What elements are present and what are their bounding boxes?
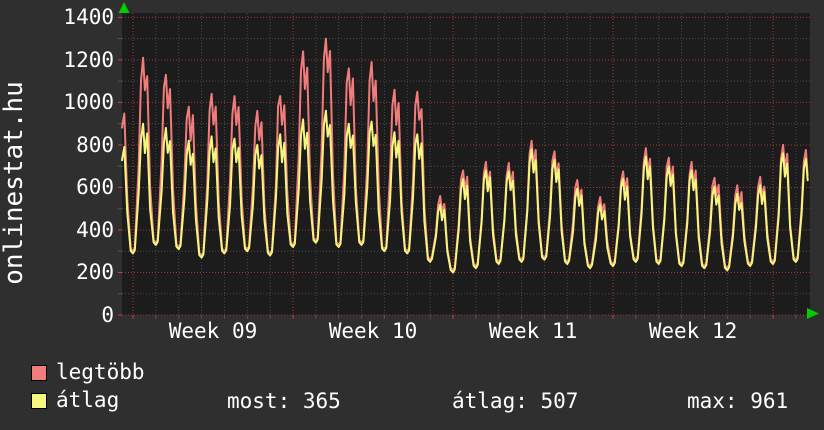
x-axis-arrow-icon (807, 308, 819, 319)
legend-label: átlag (56, 388, 120, 412)
chart-graphics (118, 13, 810, 319)
x-tick-label: Week 10 (328, 319, 418, 343)
stat-atlag: átlag: 507 (452, 389, 578, 413)
plot-area (122, 13, 810, 315)
y-tick-label: 1000 (63, 90, 114, 115)
legend-label: legtöbb (56, 360, 145, 384)
x-tick-label: Week 09 (168, 319, 258, 343)
stat-most: most: 365 (227, 389, 341, 413)
x-tick-label: Week 12 (648, 319, 738, 343)
y-tick-label: 600 (76, 175, 114, 200)
atlag-swatch-icon (31, 393, 47, 409)
y-tick-label: 1200 (63, 47, 114, 72)
stat-label: most: (227, 389, 291, 413)
series-line-atlag (121, 109, 809, 274)
stat-value: 961 (750, 389, 789, 413)
y-tick-label: 1400 (63, 5, 114, 30)
stat-value: 365 (302, 389, 341, 413)
y-tick-label: 400 (76, 217, 114, 242)
stats-chart (118, 2, 819, 319)
site-watermark: onlinestat.hu (0, 81, 29, 285)
x-tick-label: Week 11 (488, 319, 578, 343)
stat-value: 507 (540, 389, 579, 413)
legtobb-swatch-icon (31, 365, 47, 381)
stat-label: max: (687, 389, 738, 413)
stat-max: max: 961 (687, 389, 788, 413)
stat-label: átlag: (452, 389, 528, 413)
y-tick-label: 200 (76, 260, 114, 285)
y-tick-label: 0 (101, 303, 114, 327)
y-tick-label: 800 (76, 132, 114, 157)
y-axis-arrow-icon (118, 2, 130, 13)
